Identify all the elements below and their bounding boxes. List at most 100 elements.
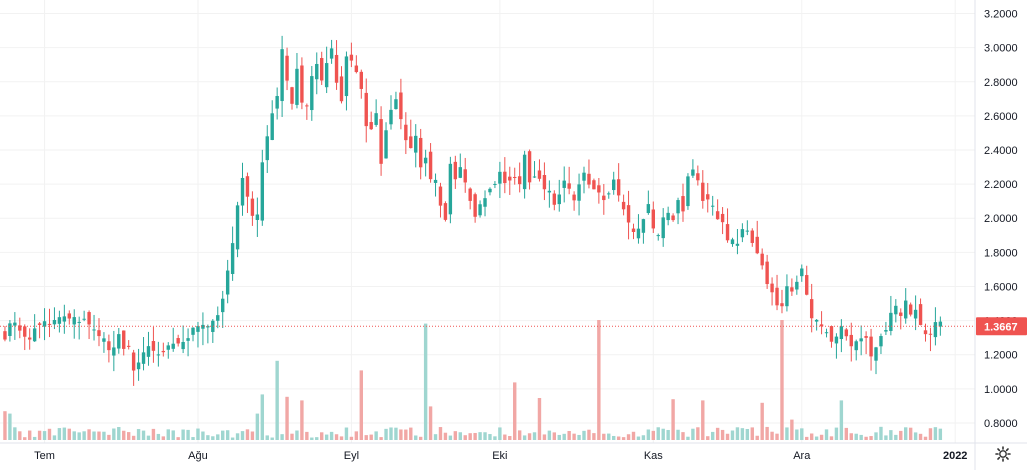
candle-body bbox=[181, 342, 185, 350]
volume-bar bbox=[522, 435, 527, 440]
candle-body bbox=[42, 321, 47, 327]
candle-body bbox=[755, 236, 759, 254]
candle-body bbox=[666, 212, 670, 221]
candle-body bbox=[503, 171, 507, 184]
volume-bar bbox=[775, 433, 779, 440]
volume-bar bbox=[285, 396, 289, 440]
volume-bar bbox=[631, 431, 636, 440]
volume-bar bbox=[849, 433, 853, 440]
candle-body bbox=[557, 194, 561, 205]
volume-bar bbox=[270, 437, 274, 440]
candle-body bbox=[468, 188, 472, 201]
volume-bar bbox=[235, 433, 240, 440]
volume-bar bbox=[532, 432, 537, 440]
volume-bar bbox=[547, 430, 552, 440]
candle-body bbox=[409, 136, 413, 149]
volume-bars bbox=[3, 320, 943, 440]
volume-bar bbox=[602, 433, 606, 440]
candle-body bbox=[780, 303, 784, 307]
volume-bar bbox=[938, 428, 943, 440]
candle-body bbox=[513, 176, 517, 178]
candle-body bbox=[889, 312, 893, 331]
volume-bar bbox=[196, 428, 200, 440]
candle-body bbox=[428, 151, 433, 180]
candle-body bbox=[844, 329, 849, 337]
time-tick-label: Kas bbox=[644, 450, 663, 462]
volume-bar bbox=[889, 430, 893, 440]
candle-body bbox=[478, 204, 482, 216]
last-price-label: 1.3667 bbox=[984, 321, 1018, 333]
candle-body bbox=[730, 239, 735, 245]
candle-body bbox=[315, 63, 319, 80]
volume-bar bbox=[503, 434, 507, 440]
volume-bar bbox=[409, 427, 413, 440]
candle-body bbox=[463, 169, 467, 183]
volume-bar bbox=[463, 435, 467, 440]
price-tick-label: 1.6000 bbox=[984, 281, 1018, 293]
volume-bar bbox=[82, 431, 86, 440]
volume-bar bbox=[577, 434, 581, 440]
candle-body bbox=[384, 130, 388, 159]
volume-bar bbox=[240, 431, 245, 440]
volume-bar bbox=[295, 430, 299, 440]
volume-bar bbox=[661, 428, 665, 440]
volume-bar bbox=[57, 428, 62, 440]
volume-bar bbox=[785, 427, 789, 440]
volume-bar bbox=[280, 434, 284, 440]
volume-bar bbox=[399, 429, 403, 440]
price-tick-label: 3.0000 bbox=[984, 43, 1018, 55]
candle-body bbox=[216, 315, 220, 321]
volume-bar bbox=[384, 428, 388, 440]
candle-body bbox=[904, 300, 908, 319]
candle-body bbox=[141, 352, 146, 364]
volume-bar bbox=[735, 427, 740, 440]
volume-bar bbox=[47, 428, 52, 440]
volume-bar bbox=[211, 436, 215, 440]
volume-bar bbox=[918, 433, 923, 440]
candle-body bbox=[399, 92, 403, 120]
candle-body bbox=[641, 219, 646, 233]
chart-settings-button[interactable] bbox=[983, 441, 1023, 467]
candle-body bbox=[508, 176, 512, 181]
volume-bar bbox=[691, 428, 695, 440]
candle-body bbox=[418, 137, 423, 168]
volume-bar bbox=[186, 429, 190, 440]
candle-body bbox=[13, 322, 17, 326]
candle-body bbox=[824, 332, 829, 334]
volume-bar bbox=[3, 411, 7, 440]
candle-body bbox=[597, 185, 601, 193]
volume-bar bbox=[334, 434, 339, 440]
candle-body bbox=[567, 183, 571, 189]
candle-body bbox=[686, 176, 690, 207]
candle-body bbox=[795, 281, 799, 290]
candle-body bbox=[240, 177, 245, 206]
volume-bar bbox=[13, 427, 17, 440]
candle-body bbox=[809, 299, 814, 319]
price-tick-label: 2.8000 bbox=[984, 77, 1018, 89]
candle-body bbox=[176, 338, 180, 344]
volume-bar bbox=[755, 435, 759, 440]
volume-bar bbox=[819, 434, 824, 440]
candle-body bbox=[369, 122, 373, 130]
candle-body bbox=[473, 194, 477, 217]
candle-body bbox=[616, 179, 621, 196]
volume-bar bbox=[275, 360, 279, 440]
volume-bar bbox=[245, 429, 250, 440]
volume-bar bbox=[92, 431, 96, 440]
candle-body bbox=[894, 305, 898, 315]
volume-bar bbox=[706, 436, 710, 440]
volume-bar bbox=[379, 437, 383, 440]
candle-body bbox=[834, 336, 839, 344]
candle-body bbox=[552, 193, 557, 205]
volume-bar bbox=[23, 437, 27, 440]
price-tick-label: 0.8000 bbox=[984, 418, 1018, 430]
candle-body bbox=[938, 321, 943, 327]
candle-body bbox=[884, 330, 888, 332]
volume-bar bbox=[102, 431, 106, 440]
candle-body bbox=[364, 92, 368, 127]
volume-bar bbox=[933, 427, 938, 440]
volume-bar bbox=[800, 428, 804, 440]
volume-bar bbox=[612, 435, 616, 440]
